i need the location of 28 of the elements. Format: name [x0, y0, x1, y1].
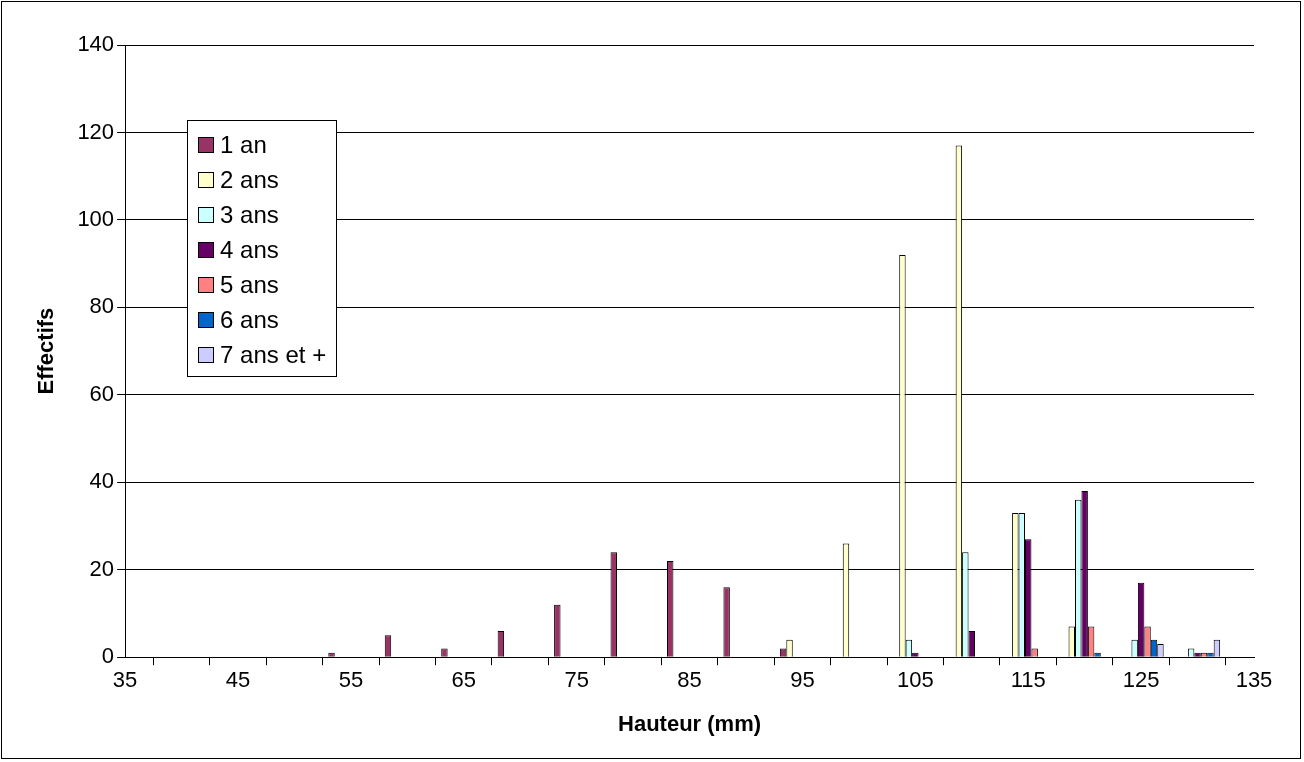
y-axis-title: Effectifs [33, 307, 59, 395]
y-tick-label: 40 [89, 468, 115, 494]
x-tick-label: 125 [1122, 667, 1160, 693]
y-tick-label: 120 [77, 118, 115, 144]
y-tick-label: 80 [89, 293, 115, 319]
x-axis-title: Hauteur (mm) [618, 710, 762, 736]
legend-label: 7 ans et + [220, 340, 327, 369]
x-tick-label: 85 [677, 667, 702, 693]
x-tick-label: 45 [225, 667, 251, 693]
legend-label: 5 ans [220, 270, 279, 299]
x-tick-label: 95 [790, 667, 815, 693]
y-tick-label: 0 [101, 643, 115, 669]
legend-label: 4 ans [220, 235, 279, 264]
y-tick-label: 20 [89, 555, 115, 581]
legend-label: 6 ans [220, 305, 279, 334]
legend-label: 1 an [220, 130, 267, 159]
legend-label: 3 ans [220, 200, 279, 229]
legend-label: 2 ans [220, 165, 279, 194]
x-tick-label: 75 [564, 667, 589, 693]
y-tick-label: 60 [89, 380, 115, 406]
y-tick-label: 100 [77, 205, 115, 231]
y-tick-label: 140 [77, 31, 115, 57]
x-tick-label: 35 [112, 667, 138, 693]
x-tick-label: 55 [338, 667, 364, 693]
x-tick-label: 135 [1235, 667, 1273, 693]
x-tick-label: 115 [1010, 667, 1046, 693]
x-tick-label: 105 [896, 667, 934, 693]
x-tick-label: 65 [451, 667, 477, 693]
